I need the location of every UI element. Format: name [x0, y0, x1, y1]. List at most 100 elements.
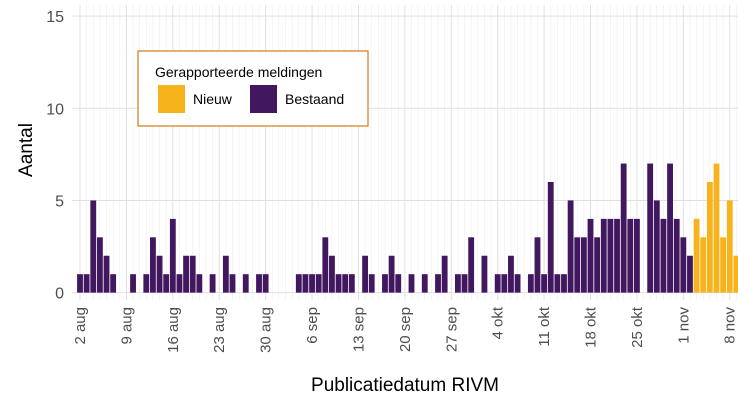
bar	[209, 274, 216, 293]
bar	[435, 274, 441, 293]
bar	[561, 274, 567, 293]
x-tick-label: 20 sep	[397, 307, 414, 352]
bar	[395, 274, 402, 293]
bar	[667, 163, 673, 293]
bar	[720, 237, 727, 293]
bar	[733, 255, 738, 293]
bar	[156, 255, 163, 293]
bar	[362, 255, 369, 293]
bar	[382, 274, 388, 293]
bar	[454, 274, 461, 293]
bar	[687, 255, 693, 293]
bar	[600, 218, 607, 293]
bar	[150, 237, 156, 293]
bar	[368, 274, 375, 293]
x-tick-label: 2 aug	[72, 307, 89, 345]
bars	[77, 163, 738, 293]
bar	[647, 163, 654, 293]
y-tick-label: 0	[55, 286, 64, 303]
bar	[527, 274, 534, 293]
bar	[534, 237, 541, 293]
bar	[335, 274, 342, 293]
bar	[660, 218, 667, 293]
bar	[693, 218, 700, 293]
bar	[547, 182, 554, 293]
x-tick-label: 13 sep	[350, 307, 367, 352]
bar	[110, 274, 117, 293]
x-tick-label: 9 aug	[118, 307, 135, 345]
bar	[468, 237, 475, 293]
legend-swatch	[250, 85, 277, 113]
x-tick-label: 6 sep	[304, 307, 321, 344]
bar	[461, 274, 468, 293]
bar	[189, 255, 196, 293]
bar	[541, 274, 548, 293]
bar	[567, 200, 574, 293]
legend-label: Bestaand	[285, 91, 344, 107]
bar	[348, 274, 355, 293]
bar	[342, 274, 349, 293]
bar	[130, 274, 136, 293]
bar	[103, 255, 110, 293]
bar	[620, 163, 627, 293]
x-tick-label: 8 nov	[722, 307, 738, 344]
bar	[408, 274, 415, 293]
bar	[222, 255, 229, 293]
bar	[242, 274, 249, 293]
bar	[587, 218, 594, 293]
bar	[421, 274, 428, 293]
bar	[295, 274, 302, 293]
bar	[441, 255, 448, 293]
bar	[256, 274, 262, 293]
bar	[634, 218, 640, 293]
bar	[580, 237, 587, 293]
bar	[726, 200, 733, 293]
x-tick-label: 1 nov	[675, 307, 692, 344]
bar	[183, 255, 189, 293]
bar	[680, 237, 687, 293]
bar	[653, 200, 660, 293]
bar	[77, 274, 83, 293]
x-axis-title: Publicatiedatum RIVM	[311, 375, 499, 396]
bar	[713, 163, 720, 293]
bar	[262, 274, 269, 293]
bar	[706, 182, 713, 293]
legend-swatch	[158, 85, 185, 113]
bar	[143, 274, 150, 293]
bar	[514, 274, 521, 293]
bar	[83, 274, 90, 293]
bar	[494, 274, 501, 293]
bar	[673, 218, 680, 293]
x-tick-label: 25 okt	[629, 306, 646, 348]
x-tick-label: 16 aug	[165, 307, 182, 353]
x-tick-label: 27 sep	[443, 307, 460, 352]
bar	[229, 274, 236, 293]
bar	[508, 255, 514, 293]
bar	[315, 274, 322, 293]
y-tick-label: 5	[55, 193, 64, 210]
bar	[169, 218, 176, 293]
bar	[163, 274, 170, 293]
bar	[554, 274, 561, 293]
bar	[700, 237, 707, 293]
bar	[614, 218, 620, 293]
x-tick-label: 11 okt	[536, 306, 553, 347]
y-axis-title: Aantal	[16, 123, 37, 177]
bar	[196, 274, 203, 293]
x-tick-label: 4 okt	[490, 306, 507, 339]
bar	[501, 274, 508, 293]
bar	[96, 237, 103, 293]
labels: 0 5 10 15 2 aug 9 aug 16 aug 23 aug 30 aug 6 sep 1…	[46, 9, 738, 353]
bar	[322, 237, 329, 293]
bar	[594, 237, 601, 293]
legend-title: Gerapporteerde meldingen	[155, 64, 322, 80]
bar	[574, 237, 581, 293]
bar	[176, 274, 183, 293]
y-tick-label: 15	[46, 9, 64, 26]
legend: Gerapporteerde meldingen Nieuw Bestaand	[137, 50, 369, 127]
bar	[388, 255, 395, 293]
legend-label: Nieuw	[193, 91, 233, 107]
bar	[329, 255, 335, 293]
bar	[309, 274, 315, 293]
